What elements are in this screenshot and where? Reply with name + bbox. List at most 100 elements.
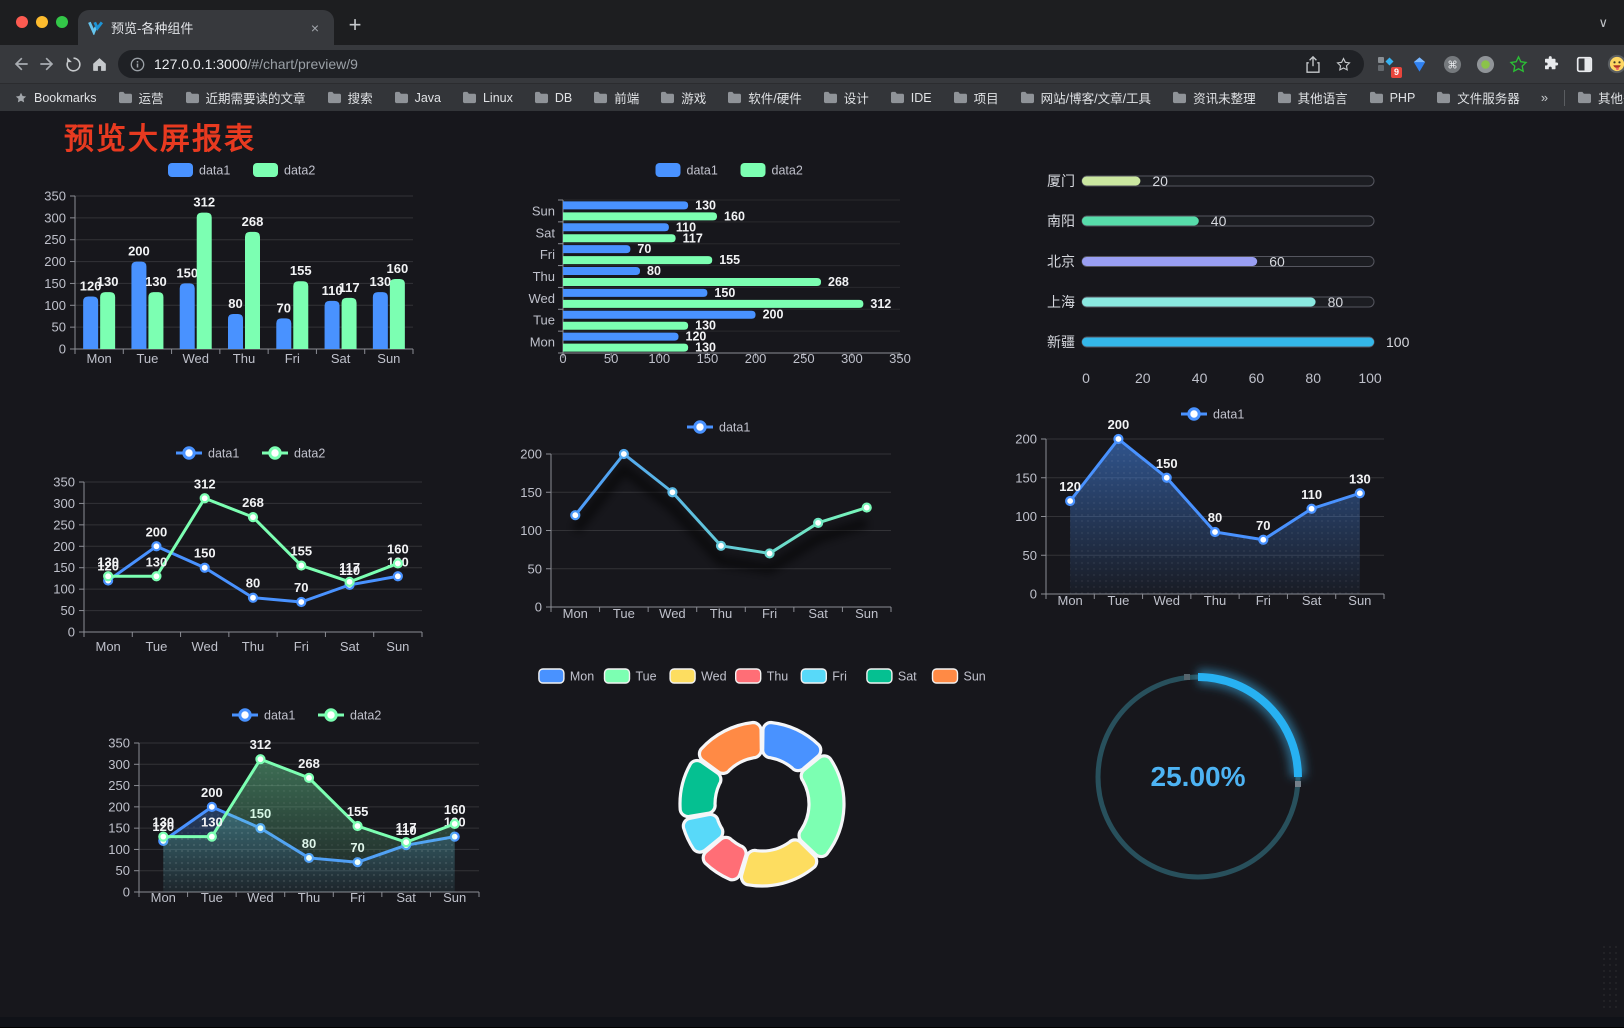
bookmark-folder[interactable]: PHP (1369, 88, 1415, 107)
extensions-puzzle-icon[interactable] (1541, 54, 1561, 74)
extension-contrast-icon[interactable] (1574, 54, 1594, 74)
extension-green-star-icon[interactable] (1508, 54, 1528, 74)
donut-slice-Wed (739, 838, 819, 888)
bookmark-folder[interactable]: 运营 (118, 88, 164, 107)
area-grouped-chart[interactable]: data1 data2 0 50 100 150 200 250 300 350 Mon Tue Wed… (108, 708, 480, 906)
legend-item-Fri[interactable]: Fri (800, 668, 847, 684)
legend-item-Tue[interactable]: Tue (603, 668, 657, 684)
close-tab-icon[interactable]: × (310, 19, 320, 36)
bookmark-folder[interactable]: 游戏 (660, 88, 706, 107)
svg-text:200: 200 (146, 524, 168, 539)
close-window-button[interactable] (16, 16, 28, 28)
line-grouped-chart[interactable]: data1 data2 0 50 100 150 200 250 300 350 Mon Tue Wed… (53, 446, 423, 655)
legend-item-data2[interactable]: data2 (740, 163, 803, 178)
svg-text:北京: 北京 (1047, 254, 1075, 270)
tab-search-chevron-icon[interactable]: ∨ (1598, 15, 1608, 30)
svg-text:130: 130 (370, 274, 392, 289)
legend-item-data2[interactable]: data2 (318, 708, 381, 723)
svg-text:200: 200 (53, 539, 75, 554)
folder-icon (1369, 91, 1383, 104)
svg-text:312: 312 (870, 297, 891, 311)
site-info-icon[interactable] (130, 57, 145, 72)
bookmark-star-icon[interactable] (1335, 56, 1352, 73)
bookmark-folder[interactable]: 网站/博客/文章/工具 (1020, 88, 1151, 107)
svg-text:150: 150 (108, 821, 130, 836)
svg-text:110: 110 (339, 563, 360, 578)
svg-text:data1: data1 (1213, 408, 1244, 422)
bookmark-folder[interactable]: IDE (890, 88, 932, 107)
bookmarks-overflow-chevron[interactable]: » (1540, 90, 1549, 105)
bookmark-folder[interactable]: Linux (462, 88, 513, 107)
browser-tab[interactable]: 预览-各种组件 × (78, 10, 334, 45)
donut-slice-Mon (761, 720, 823, 773)
svg-text:150: 150 (53, 560, 75, 575)
legend-item-data1[interactable]: data1 (176, 446, 239, 461)
extension-command-icon[interactable]: ⌘ (1442, 54, 1462, 74)
other-bookmarks-folder[interactable]: 其他书签 (1577, 88, 1624, 107)
legend-item-Mon[interactable]: Mon (538, 668, 594, 684)
bookmark-folder[interactable]: 前端 (593, 88, 639, 107)
legend-item-data1[interactable]: data1 (687, 420, 750, 435)
bookmark-folder[interactable]: 近期需要读的文章 (185, 88, 306, 107)
bookmark-folder[interactable]: 设计 (823, 88, 869, 107)
bookmark-folder[interactable]: 搜索 (327, 88, 373, 107)
progress-list-chart[interactable]: 厦门 20 南阳 40 北京 60 上海 80 新疆 100 0 20 40 60 80 100 (1047, 173, 1410, 386)
svg-text:110: 110 (676, 220, 696, 234)
svg-text:Sat: Sat (535, 225, 555, 240)
legend-item-data1[interactable]: data1 (232, 708, 295, 723)
bookmark-folder[interactable]: DB (534, 88, 572, 107)
bookmark-folder[interactable]: 软件/硬件 (727, 88, 802, 107)
svg-text:130: 130 (695, 198, 716, 212)
minimize-window-button[interactable] (36, 16, 48, 28)
legend-item-data1[interactable]: data1 (1181, 407, 1244, 422)
svg-text:50: 50 (52, 320, 66, 335)
bookmark-folder[interactable]: 其他语言 (1277, 88, 1348, 107)
bookmark-folder[interactable]: 项目 (953, 88, 999, 107)
bar-grouped-chart[interactable]: data1 data2 0 50 100 150 200 250 300 350 Mon Tue Wed… (44, 163, 414, 366)
legend-item-data1[interactable]: data1 (655, 163, 718, 178)
reload-button[interactable] (60, 51, 86, 77)
bookmark-folder[interactable]: 文件服务器 (1436, 88, 1520, 107)
bookmarks-manager-item[interactable]: Bookmarks (14, 91, 97, 105)
svg-text:Wed: Wed (701, 670, 727, 684)
legend-item-Sat[interactable]: Sat (866, 668, 917, 684)
home-button[interactable] (86, 51, 112, 77)
svg-text:200: 200 (1015, 432, 1037, 447)
svg-text:100: 100 (1015, 509, 1037, 524)
legend-item-Wed[interactable]: Wed (669, 668, 727, 684)
bookmark-folder[interactable]: 资讯未整理 (1172, 88, 1256, 107)
url-bar[interactable]: 127.0.0.1:3000/#/chart/preview/9 (118, 50, 1364, 78)
share-icon[interactable] (1305, 55, 1321, 73)
forward-button[interactable] (34, 51, 60, 77)
legend-item-Thu[interactable]: Thu (735, 668, 789, 684)
svg-text:80: 80 (228, 296, 242, 311)
donut-chart[interactable]: Mon Tue Wed Thu Fri Sat Sun (538, 668, 986, 888)
svg-text:Sat: Sat (898, 670, 917, 684)
legend-item-data2[interactable]: data2 (262, 446, 325, 461)
svg-text:155: 155 (290, 263, 312, 278)
legend-item-data2[interactable]: data2 (253, 163, 315, 178)
svg-text:120: 120 (1059, 479, 1081, 494)
bookmark-folder-label: 软件/硬件 (748, 92, 802, 106)
extension-grid-diamond-icon[interactable]: 9 (1376, 54, 1402, 78)
gauge-chart[interactable]: 25.00% (1095, 669, 1306, 880)
bookmark-folder-label: 资讯未整理 (1193, 92, 1256, 106)
bookmark-folder[interactable]: Java (394, 88, 441, 107)
extension-gem-icon[interactable] (1409, 54, 1429, 74)
profile-avatar-emoji[interactable] (1607, 54, 1624, 74)
svg-text:312: 312 (194, 476, 216, 491)
bar-horizontal-chart[interactable]: data1 data2 Mon Tue Wed Thu Fri Sat Sun 0 50 100 150… (529, 163, 911, 366)
maximize-window-button[interactable] (56, 16, 68, 28)
page-title: 预览大屏报表 (64, 123, 256, 156)
legend-item-data1[interactable]: data1 (168, 163, 230, 178)
extension-record-icon[interactable] (1475, 54, 1495, 74)
svg-text:Fri: Fri (540, 247, 555, 262)
new-tab-button[interactable]: + (348, 12, 362, 37)
back-button[interactable] (8, 51, 34, 77)
svg-text:40: 40 (1192, 370, 1208, 386)
bookmark-folder-label: 游戏 (681, 92, 707, 106)
svg-text:25.00%: 25.00% (1151, 761, 1246, 792)
legend-item-Sun[interactable]: Sun (931, 668, 986, 684)
line-gradient-chart[interactable]: data1 0 50 100 150 200 Mon Tue Wed Thu Fri Sat Sun (520, 420, 892, 622)
